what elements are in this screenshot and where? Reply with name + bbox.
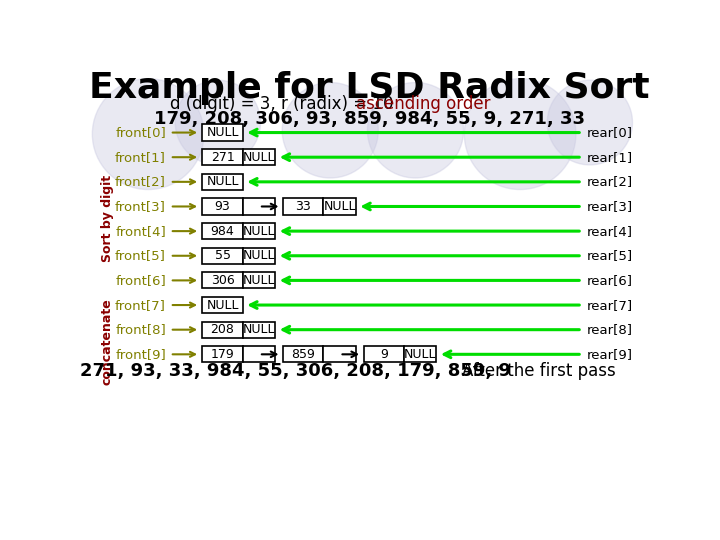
- Text: 179, 208, 306, 93, 859, 984, 55, 9, 271, 33: 179, 208, 306, 93, 859, 984, 55, 9, 271,…: [153, 110, 585, 127]
- Text: 33: 33: [295, 200, 311, 213]
- Text: Sort by digit: Sort by digit: [101, 176, 114, 262]
- Text: 93: 93: [215, 200, 230, 213]
- Text: NULL: NULL: [243, 249, 275, 262]
- Text: After the first pass: After the first pass: [462, 362, 616, 380]
- Text: 306: 306: [211, 274, 235, 287]
- Text: 179: 179: [211, 348, 235, 361]
- Bar: [243, 322, 275, 338]
- Text: front[1]: front[1]: [115, 151, 166, 164]
- Text: NULL: NULL: [243, 274, 275, 287]
- Bar: [202, 149, 243, 165]
- Text: 859: 859: [291, 348, 315, 361]
- Text: front[9]: front[9]: [115, 348, 166, 361]
- Text: front[8]: front[8]: [115, 323, 166, 336]
- Bar: [202, 198, 243, 214]
- Text: rear[0]: rear[0]: [587, 126, 633, 139]
- Text: rear[7]: rear[7]: [587, 299, 633, 312]
- Text: 984: 984: [211, 225, 235, 238]
- Text: 271, 93, 33, 984, 55, 306, 208, 179, 859, 9: 271, 93, 33, 984, 55, 306, 208, 179, 859…: [80, 362, 511, 380]
- Text: NULL: NULL: [243, 151, 275, 164]
- Text: NULL: NULL: [206, 299, 239, 312]
- Text: Example for LSD Radix Sort: Example for LSD Radix Sort: [89, 71, 649, 105]
- Bar: [323, 346, 356, 362]
- Circle shape: [464, 79, 576, 190]
- Text: rear[9]: rear[9]: [587, 348, 633, 361]
- Bar: [404, 346, 436, 362]
- Text: rear[8]: rear[8]: [587, 323, 633, 336]
- Text: 9: 9: [379, 348, 387, 361]
- Text: front[2]: front[2]: [115, 176, 166, 188]
- Circle shape: [282, 83, 378, 178]
- Text: front[7]: front[7]: [115, 299, 166, 312]
- Text: front[3]: front[3]: [115, 200, 166, 213]
- Circle shape: [547, 80, 632, 165]
- Bar: [243, 346, 275, 362]
- Text: rear[1]: rear[1]: [587, 151, 633, 164]
- Bar: [323, 198, 356, 214]
- Text: concatenate: concatenate: [101, 299, 114, 386]
- Text: ascending order: ascending order: [356, 95, 490, 113]
- Bar: [364, 346, 404, 362]
- Text: d (digit) = 3, r (radix) = 10: d (digit) = 3, r (radix) = 10: [171, 95, 394, 113]
- Text: rear[4]: rear[4]: [587, 225, 633, 238]
- Bar: [243, 248, 275, 264]
- Text: NULL: NULL: [243, 323, 275, 336]
- Text: NULL: NULL: [323, 200, 356, 213]
- Bar: [202, 322, 243, 338]
- Bar: [202, 223, 243, 239]
- Bar: [202, 297, 243, 313]
- Text: front[6]: front[6]: [115, 274, 166, 287]
- Bar: [202, 272, 243, 288]
- Circle shape: [92, 79, 204, 190]
- Text: rear[2]: rear[2]: [587, 176, 633, 188]
- Text: front[5]: front[5]: [115, 249, 166, 262]
- Text: 271: 271: [211, 151, 235, 164]
- Bar: [202, 174, 243, 190]
- Bar: [202, 125, 243, 140]
- Text: rear[3]: rear[3]: [587, 200, 633, 213]
- Bar: [243, 223, 275, 239]
- Bar: [243, 198, 275, 214]
- Text: rear[5]: rear[5]: [587, 249, 633, 262]
- Text: NULL: NULL: [206, 176, 239, 188]
- Bar: [202, 248, 243, 264]
- Circle shape: [175, 80, 261, 165]
- Text: NULL: NULL: [243, 225, 275, 238]
- Bar: [283, 346, 323, 362]
- Text: 55: 55: [215, 249, 230, 262]
- Text: 208: 208: [210, 323, 235, 336]
- Bar: [243, 272, 275, 288]
- Text: NULL: NULL: [404, 348, 436, 361]
- Bar: [202, 346, 243, 362]
- Text: front[4]: front[4]: [115, 225, 166, 238]
- Bar: [243, 149, 275, 165]
- Bar: [283, 198, 323, 214]
- Text: NULL: NULL: [206, 126, 239, 139]
- Text: front[0]: front[0]: [115, 126, 166, 139]
- Text: rear[6]: rear[6]: [587, 274, 633, 287]
- Circle shape: [367, 83, 464, 178]
